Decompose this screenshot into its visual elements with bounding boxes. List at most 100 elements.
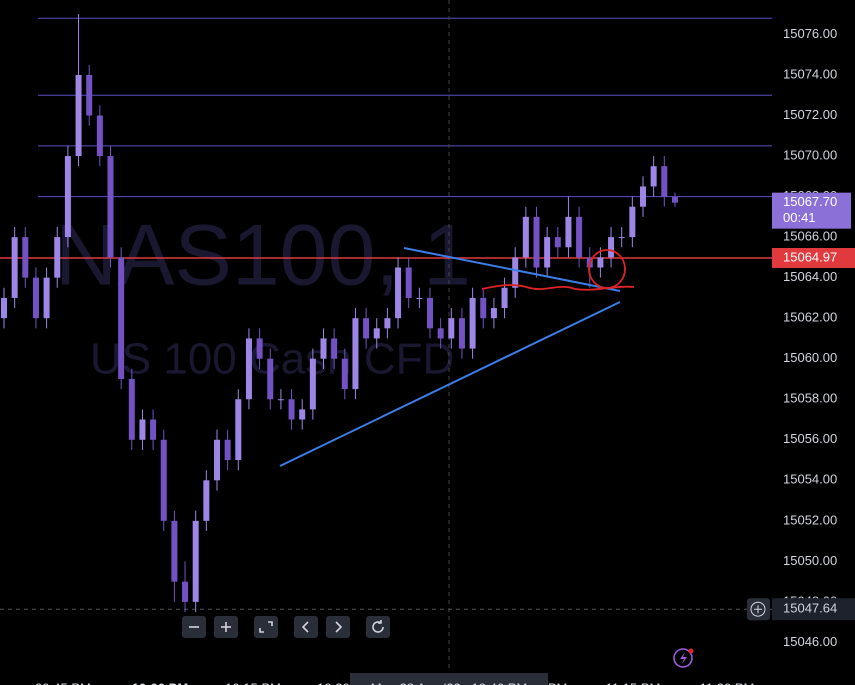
candle-body xyxy=(469,297,476,349)
y-tick-label: 15076.00 xyxy=(783,26,837,41)
candle-body xyxy=(661,166,668,197)
y-tick-label: 15052.00 xyxy=(783,512,837,527)
lightning-icon[interactable] xyxy=(673,648,694,668)
watermark-symbol: NAS100, 1 xyxy=(55,208,471,304)
zoom-in[interactable] xyxy=(214,616,238,638)
y-tick-label: 15074.00 xyxy=(783,66,837,81)
candle-body xyxy=(650,166,657,187)
candle-body xyxy=(352,318,359,390)
candle-body xyxy=(554,237,561,248)
candle-body xyxy=(43,277,50,319)
candle-body xyxy=(501,287,508,309)
x-tick-label: 11:30 PM xyxy=(700,680,755,685)
candle-body xyxy=(363,318,370,339)
y-tick-label: 15050.00 xyxy=(783,553,837,568)
candle-body xyxy=(267,358,274,400)
x-tick-label: 11:15 PM xyxy=(606,680,661,685)
y-tick-label: 15060.00 xyxy=(783,350,837,365)
x-tick-label: 10:15 PM xyxy=(225,680,281,685)
x-tick-label: 10:00 PM xyxy=(132,680,188,685)
candle-body xyxy=(22,237,29,278)
candle-body xyxy=(128,378,135,440)
candle-body xyxy=(458,318,465,349)
countdown-label: 00:41 xyxy=(783,210,816,225)
candle-body xyxy=(118,257,125,379)
candle-body xyxy=(75,74,82,157)
trend-line xyxy=(279,301,621,467)
candle-body xyxy=(182,581,189,602)
candle-body xyxy=(11,237,18,298)
candle-body xyxy=(448,318,455,339)
bid-price-tag xyxy=(772,247,855,268)
y-tick-label: 15064.00 xyxy=(783,269,837,284)
x-tick-label: 10:30 PM xyxy=(317,680,373,685)
candle-body xyxy=(384,318,391,329)
candle-body xyxy=(203,480,210,521)
candle-body xyxy=(224,439,231,461)
candle-body xyxy=(437,328,444,339)
candle-body xyxy=(235,399,242,461)
add-icon xyxy=(750,601,766,617)
candle-body xyxy=(618,237,625,239)
last-price-tag xyxy=(772,192,851,229)
candle-body xyxy=(395,267,402,319)
candle-body xyxy=(107,156,114,258)
candle-body xyxy=(671,196,678,203)
candle-body xyxy=(64,156,71,238)
candle-body xyxy=(597,257,604,268)
candle-body xyxy=(96,115,103,157)
bid-price-label: 15064.97 xyxy=(783,249,837,264)
y-tick-label: 15046.00 xyxy=(783,634,837,649)
candle-body xyxy=(192,520,199,602)
candle-body xyxy=(86,74,93,116)
candle-body xyxy=(565,216,572,248)
circle-drawing xyxy=(588,249,626,289)
scroll-right[interactable] xyxy=(326,616,350,638)
candle-body xyxy=(427,297,433,329)
trend-line xyxy=(403,247,621,292)
candle-body xyxy=(522,216,529,258)
candle-body xyxy=(160,439,167,521)
add-icon xyxy=(754,605,762,614)
candle-body xyxy=(405,267,412,298)
candle-body xyxy=(54,237,61,278)
candle-body xyxy=(214,439,220,481)
crosshair-price-tag xyxy=(772,598,855,621)
candle-body xyxy=(288,399,295,420)
candle-body xyxy=(1,297,7,319)
candle-body xyxy=(171,520,178,582)
candle-body xyxy=(544,237,551,268)
candle-body xyxy=(245,338,252,400)
candle-body xyxy=(512,257,519,288)
candle-body xyxy=(480,297,487,319)
candle-body xyxy=(309,358,316,410)
candle-body xyxy=(331,338,338,359)
x-tick-label: 09:45 PM xyxy=(35,680,91,685)
candle-body xyxy=(533,216,540,268)
candle-body xyxy=(32,277,39,319)
candle-body xyxy=(629,206,636,238)
candle-body xyxy=(341,358,348,390)
y-tick-label: 15062.00 xyxy=(783,310,837,325)
candle-body xyxy=(416,297,423,299)
fit[interactable] xyxy=(254,616,278,638)
candle-body xyxy=(299,409,306,420)
last-price-label: 15067.70 xyxy=(783,194,837,209)
crosshair-time-tag xyxy=(350,673,548,685)
zoom-out[interactable] xyxy=(182,616,206,638)
y-tick-label: 15070.00 xyxy=(783,147,837,162)
y-tick-label: 15066.00 xyxy=(783,229,837,244)
scroll-left[interactable] xyxy=(294,616,318,638)
candle-body xyxy=(256,338,263,359)
reset[interactable] xyxy=(366,616,390,638)
candle-body xyxy=(277,399,284,401)
y-tick-label: 15058.00 xyxy=(783,391,837,406)
candle-body xyxy=(608,237,615,258)
y-tick-label: 15056.00 xyxy=(783,431,837,446)
candle-body xyxy=(139,419,146,440)
candle-body xyxy=(320,338,327,359)
y-tick-label: 15072.00 xyxy=(783,107,837,122)
candle-body xyxy=(490,308,497,319)
candle-body xyxy=(373,328,380,339)
